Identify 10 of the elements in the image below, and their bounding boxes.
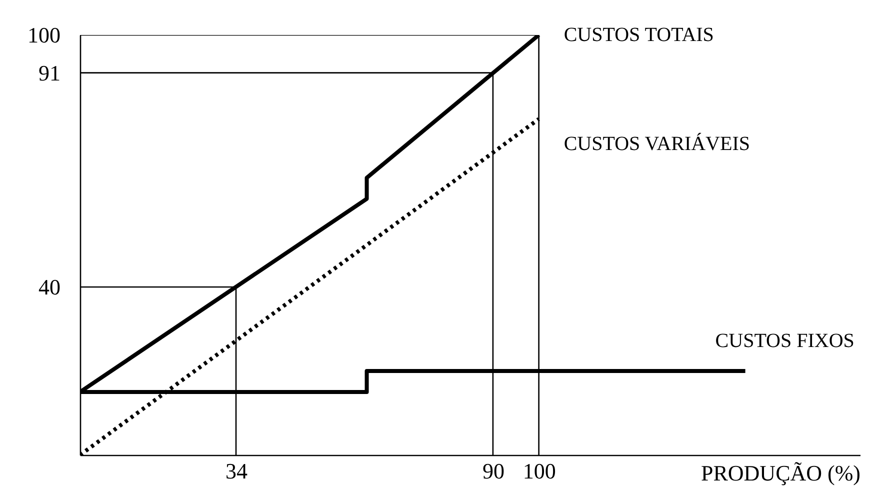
- x-tick-label: 34: [226, 458, 248, 484]
- y-tick-label: 91: [38, 60, 60, 86]
- series-label: CUSTOS FIXOS: [715, 330, 854, 352]
- x-tick-label: 100: [522, 458, 556, 484]
- y-tick-label: 40: [38, 274, 60, 300]
- x-tick-label: 90: [482, 458, 504, 484]
- series-label: CUSTOS VARIÁVEIS: [564, 132, 750, 155]
- series-label: CUSTOS TOTAIS: [564, 24, 714, 46]
- y-tick-label: 100: [28, 22, 60, 48]
- x-axis-title: PRODUÇÃO (%): [701, 460, 860, 486]
